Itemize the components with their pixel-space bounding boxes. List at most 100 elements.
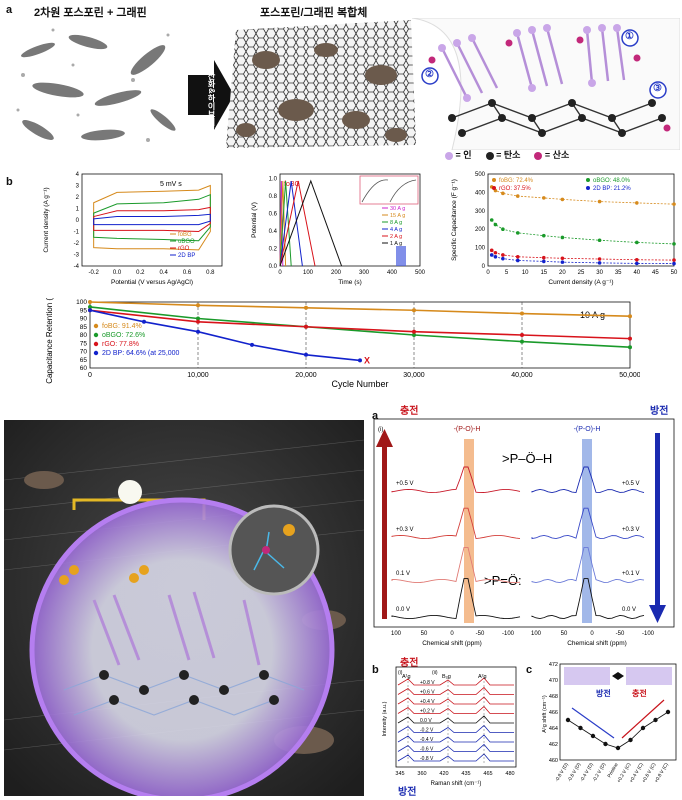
cycle-point: [304, 305, 308, 310]
ratio-discharge-label: 방전: [596, 688, 611, 698]
rate-point: [635, 240, 639, 245]
cycle-point: [628, 314, 632, 319]
rate-ytick: 400: [475, 190, 486, 196]
cv-ytick: -4: [74, 264, 80, 270]
cycle-point: [358, 358, 362, 363]
cv-legend-label: 2D BP: [178, 253, 195, 259]
ratio-point: [615, 745, 621, 751]
nmr-xlabel-right: Chemical shift (ppm): [567, 640, 627, 647]
rate-xtick: 45: [652, 270, 659, 276]
ratio-ytick: 464: [549, 726, 558, 732]
cv-series-1: [93, 193, 211, 242]
rate-point: [560, 260, 565, 264]
cycle-series-3: [89, 309, 361, 362]
cv-ytick: 1: [76, 207, 80, 213]
ratio-line: [567, 711, 669, 749]
nmr-xtick-left: 50: [421, 631, 428, 637]
rate-ylabel: Specific Capacitance (F g⁻¹): [451, 179, 458, 261]
discharge-arrow-head-icon: [649, 605, 666, 623]
gcd-ytick: 0.8: [269, 194, 278, 200]
cv-xtick: 0.6: [183, 270, 192, 276]
gcd-legend-label: 8 A g: [390, 220, 402, 226]
nmr-voltage-left: 0.0 V: [396, 607, 410, 613]
title-left: 2차원 포스포린 + 그래핀: [34, 7, 147, 19]
raman-trace: [397, 705, 514, 714]
cycle-legend-swatch: [93, 341, 99, 347]
cycle-legend-label: foBG: 91.4%: [102, 323, 142, 330]
cycle-legend-swatch: [93, 350, 99, 356]
rate-legend-label: rGO: 37.5%: [499, 186, 531, 192]
process-arrow: [188, 60, 234, 130]
gcd-inset-marker: [396, 246, 406, 266]
gcd-series-2: [279, 180, 292, 267]
rate-point: [672, 202, 676, 206]
gcd-ytick: 0.0: [269, 264, 278, 270]
rate-legend-swatch: [492, 186, 496, 190]
figure-a-schematic: a 2차원 포스포린 + 그래핀 포스포린/그래핀 복합체 산화&하이브리드화: [0, 0, 682, 170]
cycle-point: [412, 329, 416, 334]
rate-point: [597, 257, 602, 261]
cv-ytick: 2: [76, 195, 80, 201]
raman-xtick: 345: [395, 771, 404, 777]
cv-ylabel: Current density (A g⁻¹): [43, 187, 50, 252]
nmr-trace-right: [531, 578, 645, 620]
nmr-voltage-left: +0.5 V: [396, 481, 414, 487]
rate-point: [672, 242, 676, 246]
cv-frame: [81, 173, 223, 267]
panel-letter-nmr: a: [372, 410, 379, 422]
cycle-ytick: 60: [80, 365, 88, 372]
atom-legend: = 인 = 탄소 = 산소: [445, 148, 569, 161]
raman-voltage-label: -0.4 V: [420, 737, 434, 743]
gcd-legend-label: 1 A g: [390, 241, 402, 247]
cv-xtick: 0.8: [206, 270, 215, 276]
ratio-point: [640, 725, 646, 731]
ratio-ylabel: A¹g shift (cm⁻¹): [542, 695, 548, 733]
raman-xlabel: Raman shift (cm⁻¹): [431, 781, 482, 787]
ratio-discharge-arrow: [571, 707, 615, 739]
graphene-composite: [226, 20, 416, 148]
nmr-xtick-right: 0: [590, 631, 594, 637]
gcd-ytick: 0.4: [269, 229, 278, 235]
raman-trace: [397, 753, 514, 762]
cycle-legend-label: oBGO: 72.6%: [102, 332, 145, 339]
cycle-series-1: [89, 306, 631, 349]
nmr-chart: (i) -(P-O)-H -(P-O)-H >P–Ö–H >P=Ö: +0.5 …: [373, 418, 675, 647]
cycle-ytick: 95: [80, 307, 88, 314]
cycle-ytick: 85: [80, 324, 88, 331]
raman-trace: [397, 724, 514, 733]
nmr-formula-top: >P–Ö–H: [502, 451, 552, 466]
cv-series-2: [93, 206, 211, 233]
raman-trace: [397, 686, 514, 695]
cycle-xtick: 40,000: [511, 372, 533, 379]
nmr-trace-right: [531, 466, 645, 494]
rate-point: [597, 199, 602, 204]
gcd-series-4: [279, 180, 316, 267]
nmr-trace-left: [391, 466, 521, 494]
rate-ytick: 100: [475, 246, 486, 252]
cv-chart: 5 mV s 4 3 2 1 0 -1 -2 -3 -4 -0.2 0.0 0.2 0.4 0.6 0.8 f…: [43, 172, 223, 286]
ratio-ytick: 472: [549, 662, 558, 668]
ratio-point: [628, 737, 633, 743]
charge-arrow-head-icon: [376, 429, 393, 447]
panel-letter-ratio: c: [526, 664, 533, 676]
gcd-legend-label: 4 A g: [390, 227, 402, 233]
gcd-legend-label: 15 A g: [390, 213, 405, 219]
nmr-trace-right: [531, 546, 645, 584]
rate-xtick: 15: [540, 270, 547, 276]
cycle-point: [196, 319, 200, 324]
rate-point: [672, 258, 676, 262]
nmr-peak-label-right: -(P-O)-H: [574, 426, 601, 433]
raman-trace: [397, 734, 514, 743]
ratio-point: [665, 709, 671, 715]
rate-point: [542, 196, 546, 200]
panel-letter-b: b: [6, 176, 13, 188]
rate-point: [560, 197, 565, 202]
rate-ytick: 0: [482, 264, 486, 270]
gcd-xtick: 0: [278, 270, 282, 276]
legend-phosphorus: = 인: [445, 148, 472, 161]
rate-point: [489, 253, 494, 257]
nmr-band-left: [464, 439, 474, 623]
raman-voltage-label: 0.0 V: [420, 718, 432, 724]
nmr-corner: (i): [378, 427, 383, 433]
cv-ytick: 4: [76, 172, 80, 178]
